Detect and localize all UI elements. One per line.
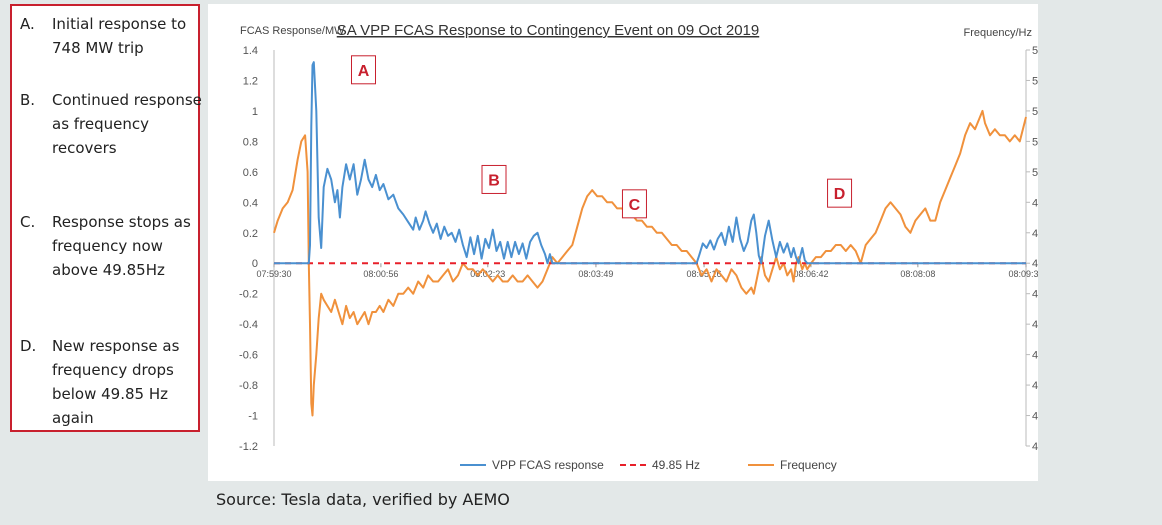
series-frequency [273, 109, 1027, 417]
chart-card: SA VPP FCAS Response to Contingency Even… [208, 4, 1060, 481]
y-tick-label: 0.4 [243, 197, 258, 209]
y2-tick-label: 49.9 [1032, 228, 1038, 240]
x-tick-label: 08:08:08 [900, 269, 935, 279]
y-tick-label: 0.2 [243, 228, 258, 240]
note-letter: C. [20, 213, 36, 231]
annotation-label-b: B [488, 172, 500, 189]
x-tick-label: 08:09:35 [1008, 269, 1038, 279]
fcas-chart: SA VPP FCAS Response to Contingency Even… [239, 22, 1060, 472]
x-tick-label: 08:00:56 [363, 269, 398, 279]
y-tick-label: 0 [252, 258, 258, 270]
y-tick-label: -0.2 [239, 289, 258, 301]
y2-tick-label: 49.8 [1032, 289, 1038, 301]
annotation-box-d [827, 178, 853, 208]
y2-tick-label: 49.55 [1032, 441, 1038, 453]
x-tick-label: 08:05:16 [687, 269, 722, 279]
annotation-label-d: D [834, 186, 846, 203]
y-tick-label: -1.2 [239, 441, 258, 453]
note-text: Initial response to 748 MW trip [52, 15, 187, 57]
y2-tick-label: 49.75 [1032, 319, 1038, 331]
x-tick-label: 07:59:30 [256, 269, 291, 279]
y2-tick-label: 50.1 [1032, 106, 1038, 118]
annotation-label-a: A [358, 63, 370, 80]
note-letter: B. [20, 91, 36, 109]
note-letter: D. [20, 337, 37, 355]
y-tick-label: -0.8 [239, 380, 258, 392]
x-tick-label: 08:03:49 [578, 269, 613, 279]
y-tick-label: 1.4 [243, 45, 258, 57]
y-tick-label: 0.6 [243, 167, 258, 179]
y2-tick-label: 50 [1032, 167, 1038, 179]
y-axis-title: FCAS Response/MW [240, 25, 345, 37]
annotation-box-a [350, 55, 376, 85]
y2-tick-label: 49.95 [1032, 197, 1038, 209]
y2-tick-label: 49.6 [1032, 411, 1038, 423]
annotation-box-c [621, 189, 647, 219]
annotation-notes-panel: A. Initial response to 748 MW trip B. Co… [10, 4, 202, 432]
source-caption: Source: Tesla data, verified by AEMO [216, 490, 510, 509]
note-letter: A. [20, 15, 35, 33]
series-vpp-fcas-response [274, 61, 1026, 265]
legend-label: Frequency [780, 458, 837, 472]
y-tick-label: 0.8 [243, 136, 258, 148]
y-tick-label: 1 [252, 106, 258, 118]
y-tick-label: -0.6 [239, 350, 258, 362]
y-tick-label: -1 [248, 411, 258, 423]
y2-axis-title: Frequency/Hz [964, 27, 1032, 39]
chart-title: SA VPP FCAS Response to Contingency Even… [337, 22, 759, 39]
x-tick-label: 08:06:42 [793, 269, 828, 279]
legend-label: 49.85 Hz [652, 458, 700, 472]
y2-tick-label: 50.2 [1032, 45, 1038, 57]
annotation-box-b [481, 164, 507, 194]
y-tick-label: 1.2 [243, 75, 258, 87]
y2-tick-label: 49.65 [1032, 380, 1038, 392]
y2-tick-label: 49.7 [1032, 350, 1038, 362]
note-text: Continued response as frequency recovers [52, 91, 202, 157]
annotation-label-c: C [629, 197, 641, 214]
y2-tick-label: 50.05 [1032, 136, 1038, 148]
note-text: New response as frequency drops below 49… [52, 337, 180, 427]
legend-label: VPP FCAS response [492, 458, 604, 472]
y2-tick-label: 50.15 [1032, 75, 1038, 87]
y-tick-label: -0.4 [239, 319, 258, 331]
note-text: Response stops as frequency now above 49… [52, 213, 191, 279]
